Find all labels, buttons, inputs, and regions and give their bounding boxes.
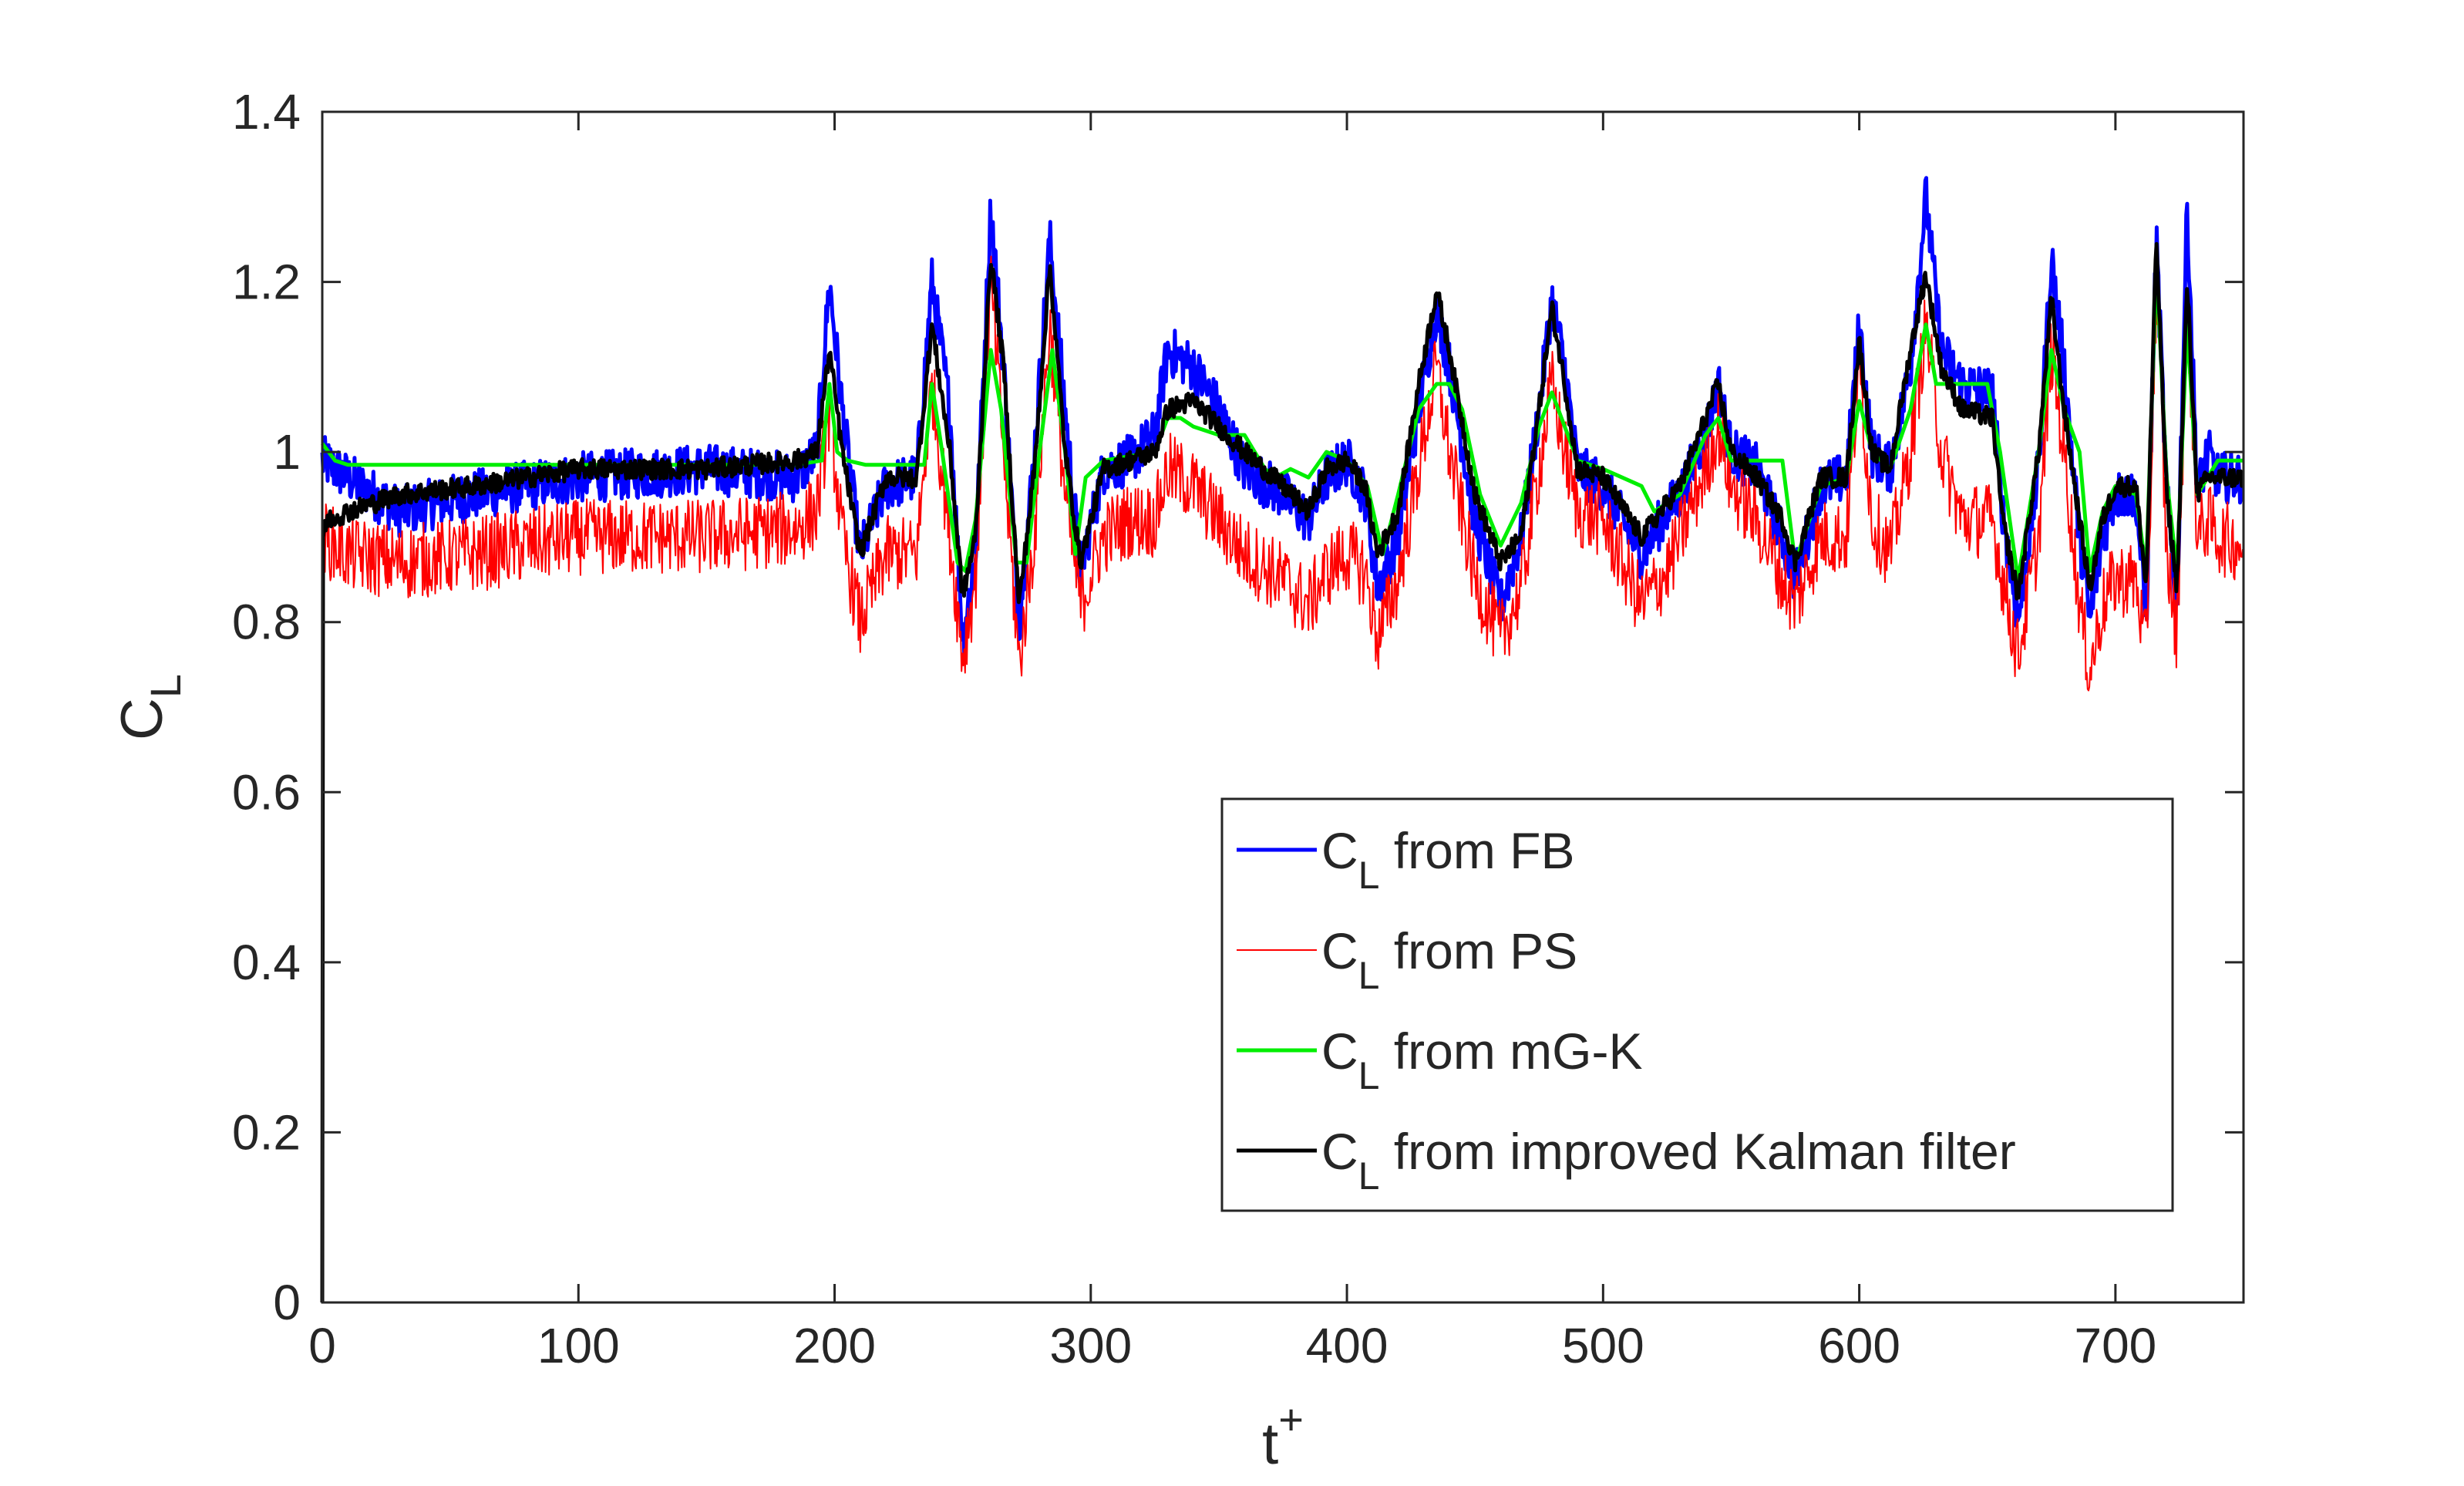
y-ticks: 0 0.2 0.4 0.6 0.8 1 1.2 1.4 <box>232 84 2244 1330</box>
x-tick-label: 600 <box>1818 1318 1900 1373</box>
legend: CL from FB CL from PS CL from mG-K CL from … <box>1220 797 2174 1212</box>
x-tick-label: 200 <box>793 1318 876 1373</box>
x-axis-label-superscript: + <box>1278 1395 1304 1444</box>
legend-entry: CL from improved Kalman filter <box>1321 1123 2016 1198</box>
y-tick-label: 1 <box>273 424 301 480</box>
plot-frame <box>321 110 2245 1304</box>
y-tick-label: 0.8 <box>232 595 301 650</box>
x-tick-label: 500 <box>1562 1318 1644 1373</box>
x-axis-label: t+ <box>1262 1395 1304 1477</box>
y-axis-label-main: C <box>109 698 175 740</box>
legend-box <box>1220 797 2174 1212</box>
y-tick-label: 1.2 <box>232 254 301 310</box>
series-line-1 <box>320 176 2245 655</box>
y-axis-label-subscript: L <box>141 674 190 698</box>
y-tick-label: 0 <box>273 1275 301 1330</box>
y-tick-label: 0.6 <box>232 764 301 820</box>
series-line-4 <box>320 241 2245 1303</box>
x-tick-label: 100 <box>537 1318 620 1373</box>
legend-entry: CL from FB <box>1321 822 1575 897</box>
x-ticks: 0 100 200 300 400 500 600 700 <box>308 112 2156 1373</box>
legend-entry: CL from PS <box>1321 922 1577 997</box>
y-tick-label: 1.4 <box>232 84 301 140</box>
x-tick-label: 300 <box>1049 1318 1132 1373</box>
legend-entry: CL from mG-K <box>1321 1023 1642 1097</box>
y-axis-label: CL <box>109 674 190 740</box>
series-line-2 <box>321 255 2244 692</box>
x-tick-label: 0 <box>308 1318 336 1373</box>
x-axis-label-main: t <box>1262 1411 1278 1477</box>
x-tick-label: 700 <box>2074 1318 2156 1373</box>
y-tick-label: 0.4 <box>232 935 301 990</box>
x-tick-label: 400 <box>1306 1318 1389 1373</box>
series-layer <box>320 176 2245 1303</box>
y-tick-label: 0.2 <box>232 1104 301 1160</box>
